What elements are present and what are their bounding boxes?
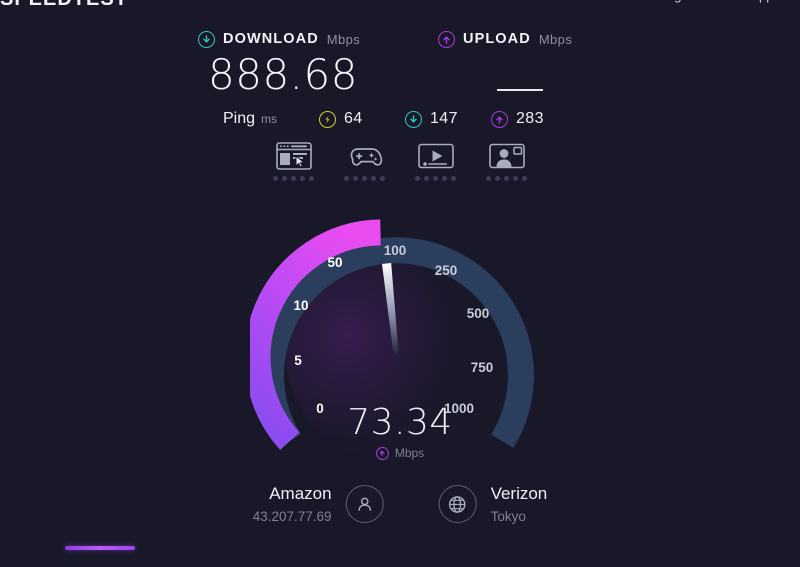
gauge-fill <box>250 219 381 450</box>
activity-gaming-dots <box>344 176 385 181</box>
gauge-track <box>258 237 534 449</box>
server-name: Verizon <box>490 484 548 503</box>
download-label: DOWNLOAD <box>223 31 319 47</box>
person-circle-icon <box>345 485 384 524</box>
speed-gauge: 0 5 10 50 100 250 500 750 1000 73.34 Mbp… <box>250 205 550 460</box>
gauge-tick-750: 750 <box>471 360 494 375</box>
upload-circle-icon <box>375 446 389 460</box>
ping-unit: ms <box>261 112 278 126</box>
upload-label: UPLOAD <box>463 31 531 47</box>
ping-download-value: 147 <box>430 110 458 127</box>
gauge-needle <box>382 263 399 356</box>
results-panel: DOWNLOAD Mbps 888.68 UPLOAD Mbps <box>0 28 800 181</box>
lightning-circle-icon <box>319 110 336 128</box>
ping-idle: 64 <box>319 110 405 128</box>
upload-circle-icon <box>491 110 508 128</box>
activity-browsing-dots <box>273 176 314 181</box>
gauge-tick-500: 500 <box>467 306 490 321</box>
nav-item-apps[interactable]: Apps <box>750 0 780 3</box>
gauge-tick-250: 250 <box>435 263 458 278</box>
server-location: Tokyo <box>490 508 526 524</box>
upload-unit: Mbps <box>538 31 573 47</box>
gauge-center-readout: 73.34 Mbps <box>250 402 550 461</box>
download-result: DOWNLOAD Mbps 888.68 <box>190 28 370 100</box>
gauge-tick-5: 5 <box>294 353 302 368</box>
activity-streaming[interactable] <box>415 142 456 181</box>
ping-download: 147 <box>405 110 491 128</box>
gauge-value: 73.34 <box>347 402 453 443</box>
upload-header: UPLOAD Mbps <box>430 28 610 50</box>
gauge-unit-label: Mbps <box>394 446 425 460</box>
gauge-tick-1000: 1000 <box>444 401 474 416</box>
ping-row: Ping ms 64 147 283 <box>0 110 800 128</box>
download-circle-icon <box>405 110 422 128</box>
browser-cursor-icon <box>275 142 312 170</box>
gauge-tick-0: 0 <box>316 401 324 416</box>
gauge-unit-group: Mbps <box>250 446 550 460</box>
speed-results-row: DOWNLOAD Mbps 888.68 UPLOAD Mbps <box>0 28 800 100</box>
nav-item-settings[interactable]: Settings <box>641 0 688 3</box>
activity-video-chat-dots <box>486 176 527 181</box>
server-block[interactable]: Verizon Tokyo <box>438 482 548 526</box>
globe-circle-icon <box>438 485 477 524</box>
download-unit: Mbps <box>326 31 361 47</box>
gauge-tick-10: 10 <box>293 298 308 313</box>
connection-info: Amazon 43.207.77.69 Verizon <box>253 482 548 526</box>
ping-label: Ping <box>223 110 256 127</box>
upload-empty-dash <box>497 88 543 91</box>
download-circle-icon <box>198 30 215 48</box>
speedtest-logo[interactable]: SPEEDTEST <box>0 0 128 10</box>
ping-upload: 283 <box>491 110 577 128</box>
download-value: 888.68 <box>208 50 358 99</box>
bottom-progress-bar[interactable] <box>65 546 135 550</box>
ping-idle-value: 64 <box>344 110 363 127</box>
isp-name: Amazon <box>269 484 332 503</box>
upload-value <box>430 50 610 100</box>
activity-browsing[interactable] <box>273 142 314 181</box>
activity-icons-row <box>0 142 800 181</box>
activity-streaming-dots <box>415 176 456 181</box>
app-header: SPEEDTEST Settings Apps <box>0 0 800 10</box>
activity-gaming[interactable] <box>344 142 385 181</box>
video-play-icon <box>417 143 454 169</box>
person-video-icon <box>488 143 525 169</box>
activity-video-chat[interactable] <box>486 142 527 181</box>
gauge-tick-50: 50 <box>327 255 342 270</box>
isp-text: Amazon 43.207.77.69 <box>253 482 332 526</box>
gamepad-icon <box>350 148 382 166</box>
ping-upload-value: 283 <box>516 110 544 127</box>
ping-label-group: Ping ms <box>223 110 319 128</box>
isp-ip: 43.207.77.69 <box>252 508 332 524</box>
isp-block[interactable]: Amazon 43.207.77.69 <box>253 482 384 526</box>
gauge-tick-100: 100 <box>384 243 407 258</box>
upload-result: UPLOAD Mbps <box>430 28 610 100</box>
upload-circle-icon <box>438 30 455 48</box>
server-text: Verizon Tokyo <box>491 482 548 526</box>
download-header: DOWNLOAD Mbps <box>190 28 370 50</box>
